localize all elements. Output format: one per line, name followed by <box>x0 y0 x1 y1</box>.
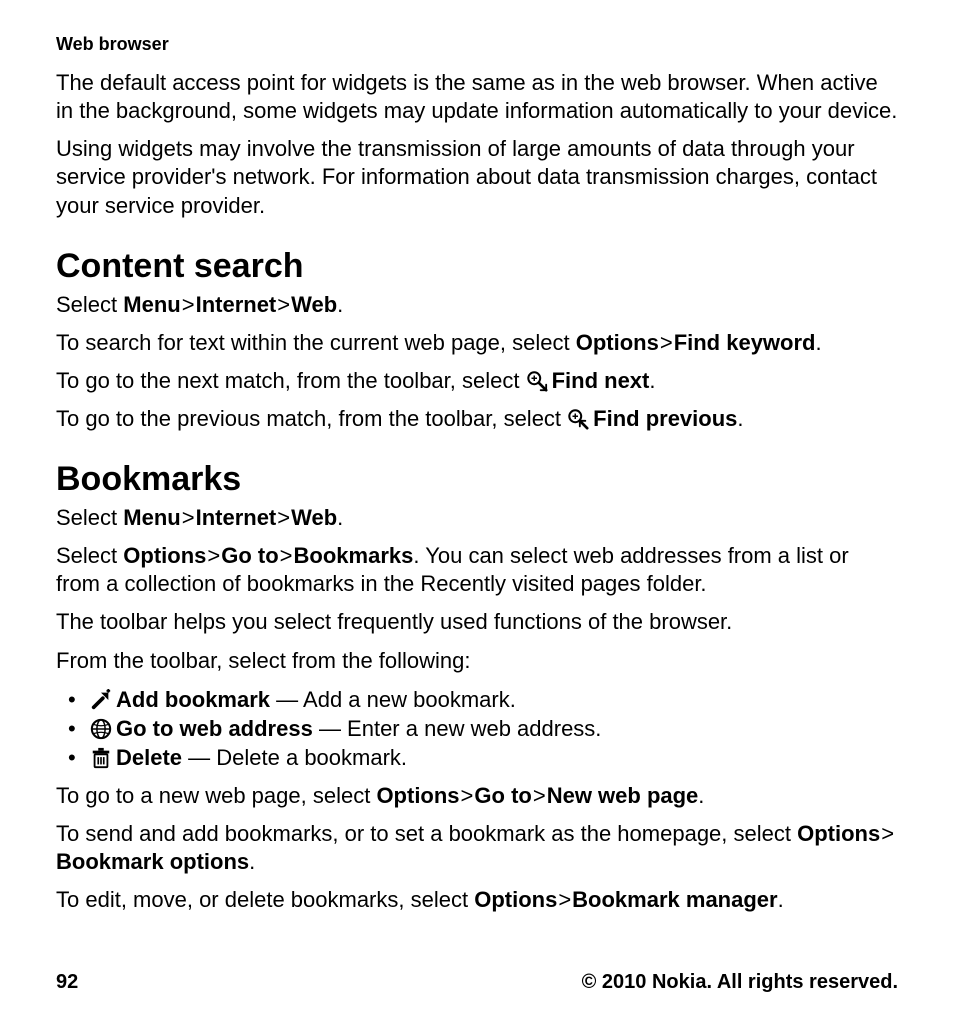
web-label: Web <box>291 505 337 530</box>
delete-label: Delete <box>116 745 182 770</box>
page-number: 92 <box>56 971 78 994</box>
text: To go to a new web page, select <box>56 783 376 808</box>
separator: > <box>532 782 547 810</box>
go-to-web-label: Go to web address <box>116 716 313 741</box>
separator: > <box>460 782 475 810</box>
page-footer: 92 © 2010 Nokia. All rights reserved. <box>56 971 898 994</box>
running-head: Web browser <box>56 34 898 55</box>
add-bookmark-label: Add bookmark <box>116 687 270 712</box>
content-search-nav: Select Menu > Internet > Web. <box>56 291 898 319</box>
text: Select <box>56 543 123 568</box>
separator: > <box>659 329 674 357</box>
options-label: Options <box>576 330 659 355</box>
toolbar-lead: From the toolbar, select from the follow… <box>56 647 898 675</box>
menu-label: Menu <box>123 292 180 317</box>
find-previous-label: Find previous <box>593 406 737 431</box>
content-search-heading: Content search <box>56 246 898 287</box>
text: To search for text within the current we… <box>56 330 576 355</box>
find-keyword-label: Find keyword <box>674 330 816 355</box>
options-label: Options <box>797 821 880 846</box>
add-bookmark-icon <box>90 689 112 711</box>
separator: > <box>557 886 572 914</box>
globe-icon <box>90 718 112 740</box>
find-previous-icon <box>567 408 589 430</box>
text: — Delete a bookmark. <box>182 745 407 770</box>
list-item-delete: Delete — Delete a bookmark. <box>56 743 898 772</box>
menu-label: Menu <box>123 505 180 530</box>
goto-label: Go to <box>221 543 278 568</box>
page-body: The default access point for widgets is … <box>56 69 898 915</box>
options-label: Options <box>474 887 557 912</box>
internet-label: Internet <box>196 505 277 530</box>
toolbar-list: Add bookmark — Add a new bookmark. Go to… <box>56 685 898 772</box>
separator: > <box>181 504 196 532</box>
new-web-page-label: New web page <box>547 783 699 808</box>
separator: > <box>279 542 294 570</box>
bookmarks-label: Bookmarks <box>294 543 414 568</box>
toolbar-desc: The toolbar helps you select frequently … <box>56 608 898 636</box>
content-search-next: To go to the next match, from the toolba… <box>56 367 898 395</box>
bookmarks-newpage: To go to a new web page, select Options … <box>56 782 898 810</box>
text: . <box>249 849 255 874</box>
text: Select <box>56 505 123 530</box>
text: . <box>649 368 655 393</box>
content-search-find: To search for text within the current we… <box>56 329 898 357</box>
list-item-go-to-web: Go to web address — Enter a new web addr… <box>56 714 898 743</box>
options-label: Options <box>123 543 206 568</box>
text: To go to the previous match, from the to… <box>56 406 567 431</box>
separator: > <box>880 820 895 848</box>
text: — Enter a new web address. <box>313 716 602 741</box>
text: . <box>815 330 821 355</box>
find-next-icon <box>526 370 548 392</box>
bookmarks-manage: To edit, move, or delete bookmarks, sele… <box>56 886 898 914</box>
separator: > <box>181 291 196 319</box>
text: . <box>737 406 743 431</box>
text: . <box>778 887 784 912</box>
text: To go to the next match, from the toolba… <box>56 368 526 393</box>
web-label: Web <box>291 292 337 317</box>
text: To edit, move, or delete bookmarks, sele… <box>56 887 474 912</box>
intro-paragraph-1: The default access point for widgets is … <box>56 69 898 125</box>
options-label: Options <box>376 783 459 808</box>
content-search-prev: To go to the previous match, from the to… <box>56 405 898 433</box>
text: Select <box>56 292 123 317</box>
bookmarks-send: To send and add bookmarks, or to set a b… <box>56 820 898 876</box>
text: — Add a new bookmark. <box>270 687 516 712</box>
trash-icon <box>90 747 112 769</box>
manual-page: Web browser The default access point for… <box>0 0 954 1036</box>
internet-label: Internet <box>196 292 277 317</box>
intro-paragraph-2: Using widgets may involve the transmissi… <box>56 135 898 219</box>
bookmarks-open: Select Options > Go to > Bookmarks. You … <box>56 542 898 598</box>
separator: > <box>276 504 291 532</box>
text: . <box>698 783 704 808</box>
bookmark-options-label: Bookmark options <box>56 849 249 874</box>
bookmarks-nav: Select Menu > Internet > Web. <box>56 504 898 532</box>
find-next-label: Find next <box>552 368 650 393</box>
separator: > <box>206 542 221 570</box>
bookmarks-heading: Bookmarks <box>56 459 898 500</box>
text: . <box>337 292 343 317</box>
separator: > <box>276 291 291 319</box>
text: To send and add bookmarks, or to set a b… <box>56 821 797 846</box>
list-item-add-bookmark: Add bookmark — Add a new bookmark. <box>56 685 898 714</box>
copyright: © 2010 Nokia. All rights reserved. <box>582 971 898 994</box>
goto-label: Go to <box>474 783 531 808</box>
text: . <box>337 505 343 530</box>
bookmark-manager-label: Bookmark manager <box>572 887 777 912</box>
